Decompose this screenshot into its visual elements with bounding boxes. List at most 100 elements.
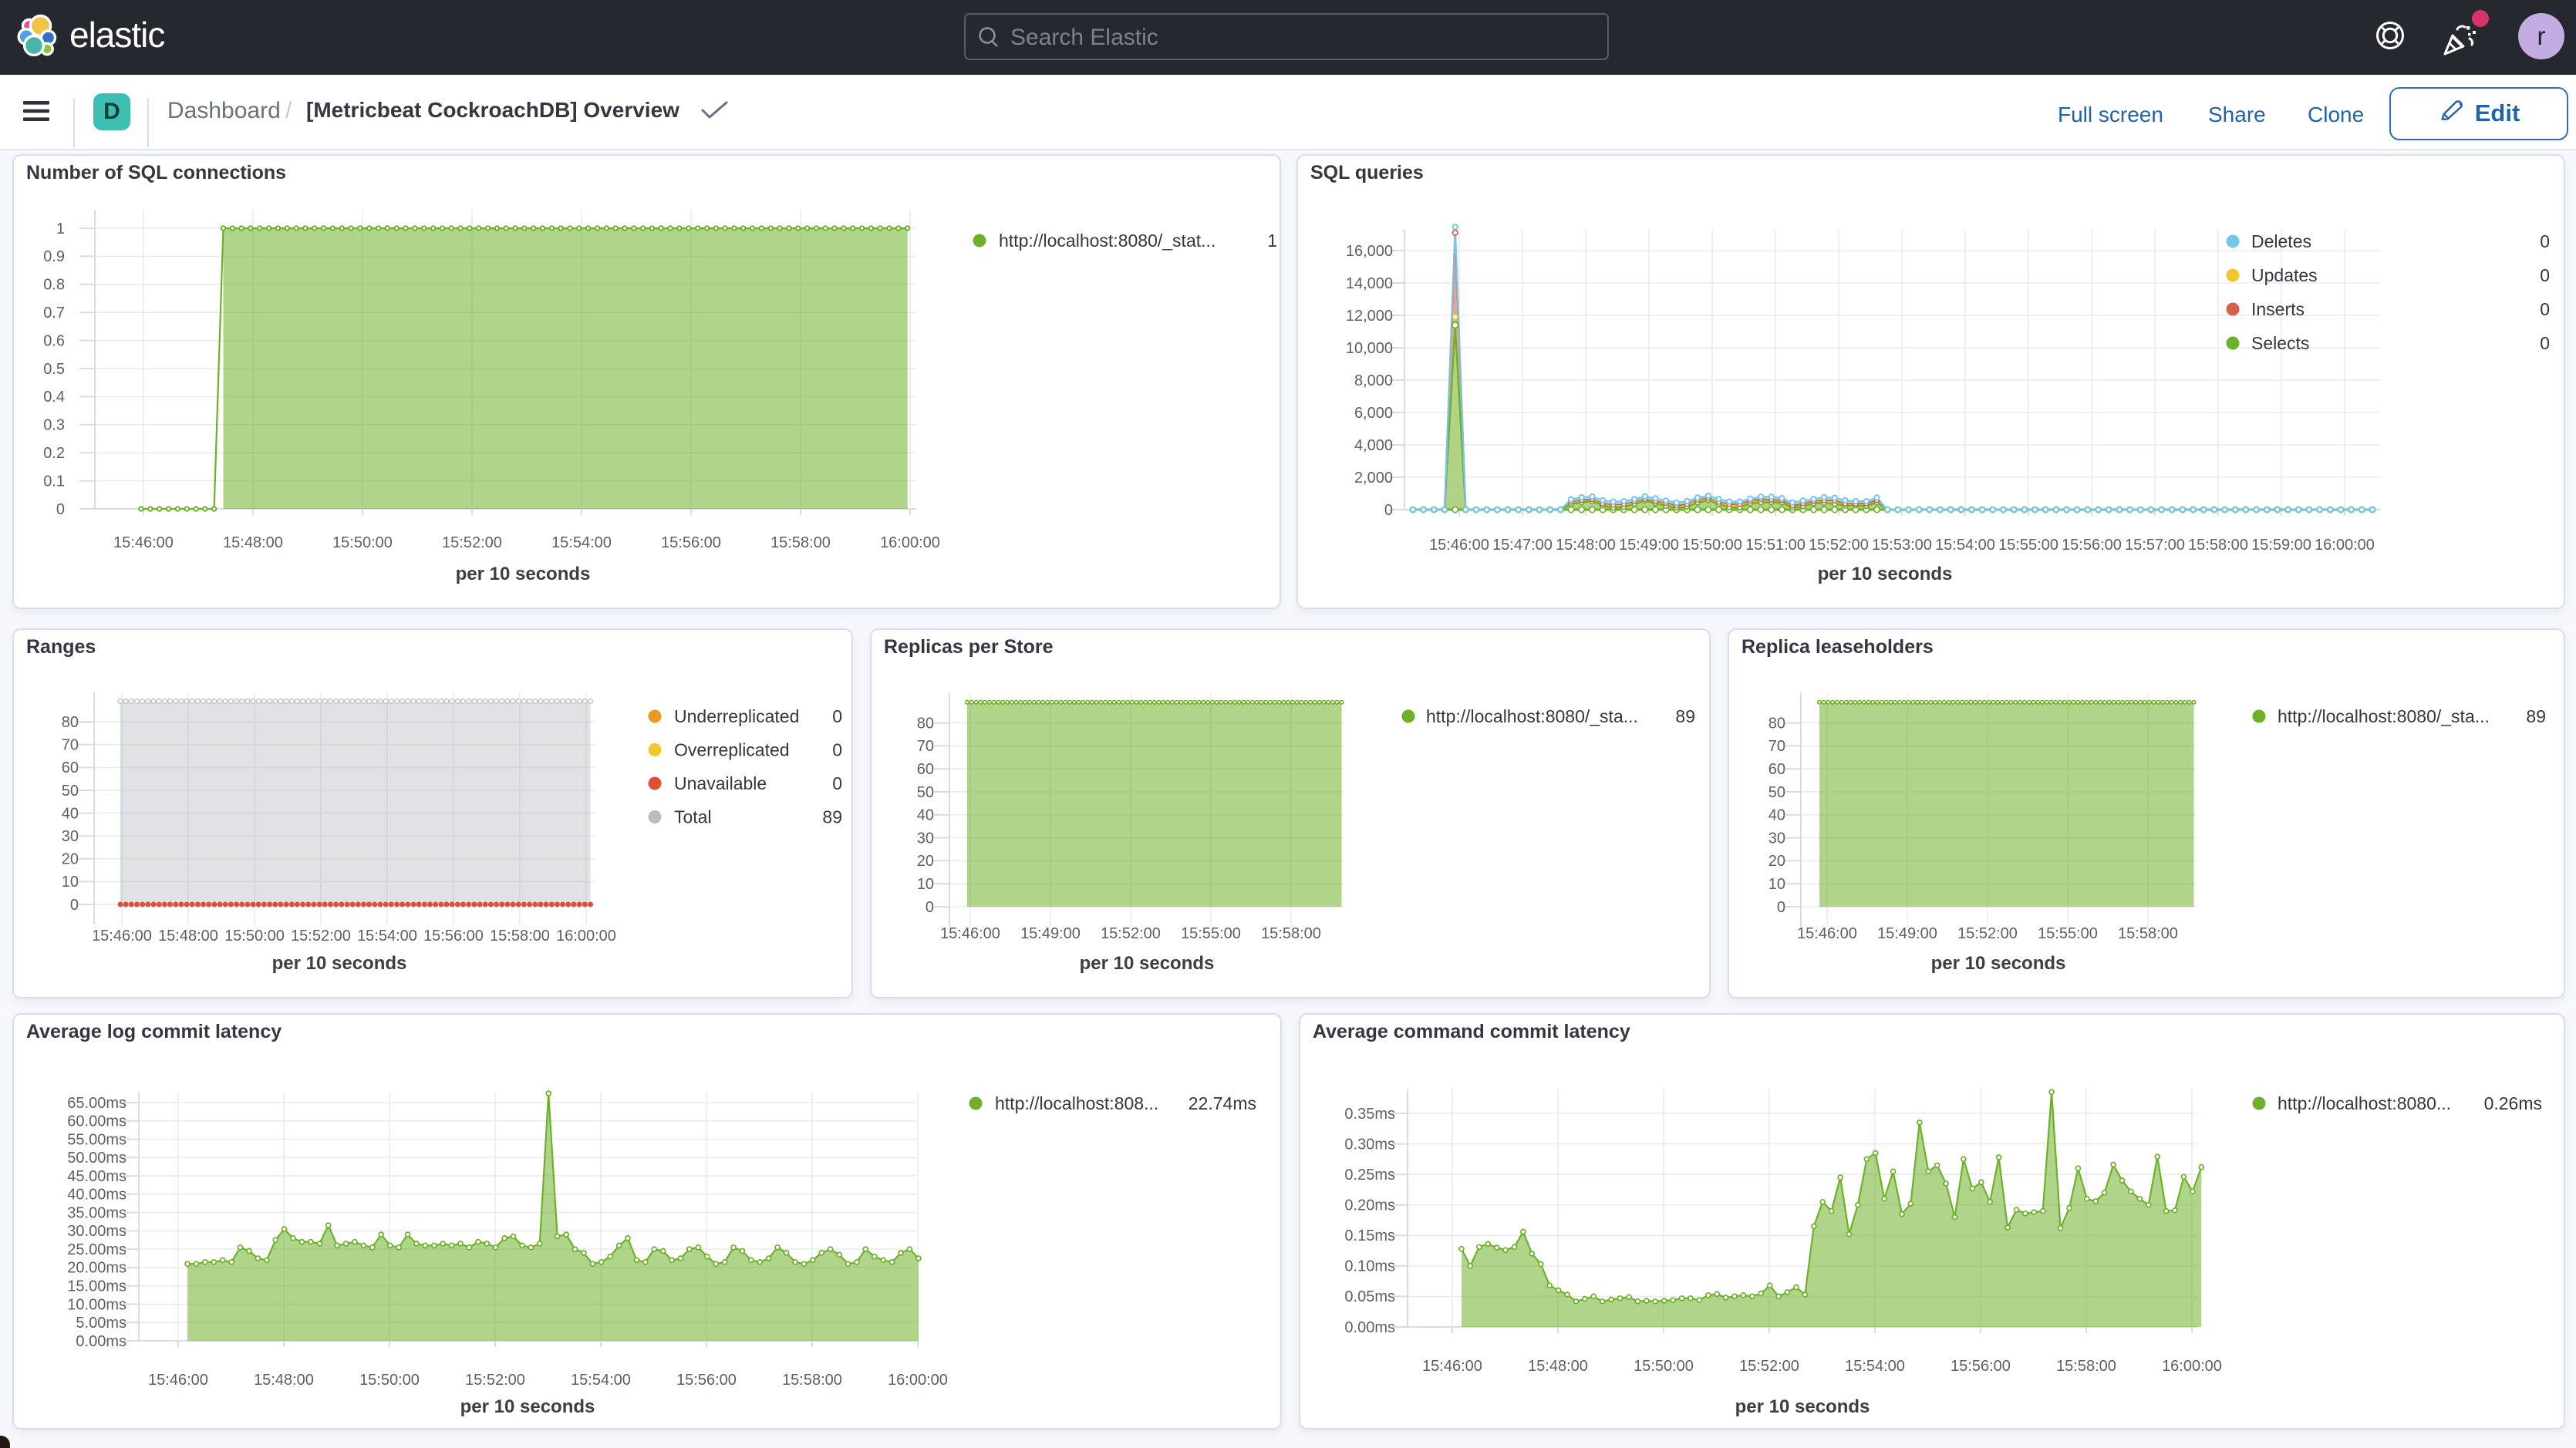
svg-text:15:50:00: 15:50:00 xyxy=(332,534,393,551)
svg-text:15:52:00: 15:52:00 xyxy=(442,534,502,551)
svg-text:0.35ms: 0.35ms xyxy=(1344,1106,1395,1123)
svg-text:15:54:00: 15:54:00 xyxy=(1845,1358,1905,1375)
svg-text:70: 70 xyxy=(1768,738,1785,755)
svg-text:0.00ms: 0.00ms xyxy=(76,1333,126,1350)
svg-text:per 10 seconds: per 10 seconds xyxy=(1818,564,1953,584)
svg-text:6,000: 6,000 xyxy=(1354,405,1393,422)
svg-text:10: 10 xyxy=(917,876,934,893)
svg-text:70: 70 xyxy=(62,737,79,754)
svg-text:15:58:00: 15:58:00 xyxy=(770,534,831,551)
svg-text:20.00ms: 20.00ms xyxy=(67,1260,126,1277)
svg-text:80: 80 xyxy=(917,715,934,732)
svg-text:0.8: 0.8 xyxy=(43,277,65,294)
svg-text:15:56:00: 15:56:00 xyxy=(661,534,721,551)
svg-text:15:58:00: 15:58:00 xyxy=(2118,925,2178,942)
svg-text:15:55:00: 15:55:00 xyxy=(1181,925,1241,942)
svg-text:40: 40 xyxy=(917,807,934,824)
svg-text:Unavailable: Unavailable xyxy=(674,773,767,793)
svg-text:15:49:00: 15:49:00 xyxy=(1619,537,1679,554)
svg-text:15:46:00: 15:46:00 xyxy=(148,1372,208,1389)
svg-text:22.74ms: 22.74ms xyxy=(1189,1093,1256,1113)
svg-text:0: 0 xyxy=(832,773,842,793)
svg-text:15:54:00: 15:54:00 xyxy=(551,534,612,551)
svg-text:0.7: 0.7 xyxy=(43,305,65,322)
svg-text:0.05ms: 0.05ms xyxy=(1344,1288,1395,1305)
svg-text:15:55:00: 15:55:00 xyxy=(2038,925,2098,942)
svg-text:30.00ms: 30.00ms xyxy=(67,1223,126,1240)
svg-text:http://localhost:8080/_stat...: http://localhost:8080/_stat... xyxy=(999,231,1216,251)
svg-text:16:00:00: 16:00:00 xyxy=(556,928,616,945)
svg-text:50.00ms: 50.00ms xyxy=(67,1150,126,1167)
svg-text:50: 50 xyxy=(1768,784,1785,801)
svg-text:15:54:00: 15:54:00 xyxy=(571,1372,631,1389)
svg-text:Total: Total xyxy=(674,807,712,827)
svg-text:15:46:00: 15:46:00 xyxy=(113,534,174,551)
svg-text:89: 89 xyxy=(1675,706,1695,726)
svg-text:8,000: 8,000 xyxy=(1354,372,1393,389)
svg-text:15:48:00: 15:48:00 xyxy=(158,928,218,945)
svg-text:10,000: 10,000 xyxy=(1346,340,1393,357)
svg-text:15:50:00: 15:50:00 xyxy=(1634,1358,1694,1375)
svg-text:0.10ms: 0.10ms xyxy=(1344,1258,1395,1275)
svg-text:60: 60 xyxy=(1768,761,1785,778)
svg-text:20: 20 xyxy=(917,853,934,870)
svg-text:30: 30 xyxy=(1768,830,1785,847)
svg-text:15:49:00: 15:49:00 xyxy=(1020,925,1081,942)
svg-text:12,000: 12,000 xyxy=(1346,308,1393,325)
svg-text:15:50:00: 15:50:00 xyxy=(359,1372,420,1389)
svg-text:Selects: Selects xyxy=(2251,333,2309,353)
svg-text:15:57:00: 15:57:00 xyxy=(2125,537,2185,554)
svg-text:http://localhost:8080/_sta...: http://localhost:8080/_sta... xyxy=(2278,706,2490,726)
svg-text:0.4: 0.4 xyxy=(43,389,65,406)
svg-text:15:48:00: 15:48:00 xyxy=(254,1372,314,1389)
svg-text:15:48:00: 15:48:00 xyxy=(1556,537,1616,554)
svg-text:70: 70 xyxy=(917,738,934,755)
svg-text:20: 20 xyxy=(1768,853,1785,870)
svg-text:per 10 seconds: per 10 seconds xyxy=(456,564,591,584)
svg-text:15:56:00: 15:56:00 xyxy=(2062,537,2122,554)
svg-text:45.00ms: 45.00ms xyxy=(67,1168,126,1185)
svg-text:0: 0 xyxy=(56,501,65,518)
svg-text:0: 0 xyxy=(2540,333,2550,353)
svg-text:per 10 seconds: per 10 seconds xyxy=(272,953,407,974)
svg-text:1: 1 xyxy=(1267,231,1277,251)
svg-text:15.00ms: 15.00ms xyxy=(67,1278,126,1295)
svg-text:30: 30 xyxy=(917,830,934,847)
svg-text:0.15ms: 0.15ms xyxy=(1344,1227,1395,1244)
svg-text:0.6: 0.6 xyxy=(43,332,65,349)
svg-text:16:00:00: 16:00:00 xyxy=(2315,537,2375,554)
svg-text:0: 0 xyxy=(2540,265,2550,285)
svg-text:0: 0 xyxy=(1384,502,1393,519)
svg-text:15:58:00: 15:58:00 xyxy=(1261,925,1321,942)
svg-text:89: 89 xyxy=(2526,706,2546,726)
svg-text:0.30ms: 0.30ms xyxy=(1344,1136,1395,1153)
svg-text:55.00ms: 55.00ms xyxy=(67,1131,126,1148)
svg-text:16:00:00: 16:00:00 xyxy=(2162,1358,2222,1375)
svg-text:14,000: 14,000 xyxy=(1346,275,1393,292)
svg-text:per 10 seconds: per 10 seconds xyxy=(460,1396,595,1417)
svg-text:15:54:00: 15:54:00 xyxy=(1935,537,1995,554)
svg-text:per 10 seconds: per 10 seconds xyxy=(1735,1396,1870,1417)
svg-text:60: 60 xyxy=(917,761,934,778)
svg-text:16:00:00: 16:00:00 xyxy=(880,534,940,551)
svg-text:0.5: 0.5 xyxy=(43,361,65,378)
svg-text:15:52:00: 15:52:00 xyxy=(291,928,351,945)
svg-text:0.2: 0.2 xyxy=(43,445,65,462)
svg-text:15:58:00: 15:58:00 xyxy=(2056,1358,2116,1375)
svg-text:15:53:00: 15:53:00 xyxy=(1872,537,1932,554)
svg-text:per 10 seconds: per 10 seconds xyxy=(1931,953,2066,974)
svg-text:25.00ms: 25.00ms xyxy=(67,1241,126,1258)
svg-text:0.26ms: 0.26ms xyxy=(2484,1093,2542,1113)
svg-text:0.25ms: 0.25ms xyxy=(1344,1167,1395,1184)
svg-text:per 10 seconds: per 10 seconds xyxy=(1080,953,1215,974)
svg-text:40.00ms: 40.00ms xyxy=(67,1187,126,1204)
svg-text:10: 10 xyxy=(1768,876,1785,893)
svg-text:0.3: 0.3 xyxy=(43,417,65,434)
svg-text:0.9: 0.9 xyxy=(43,248,65,265)
svg-text:15:56:00: 15:56:00 xyxy=(1951,1358,2011,1375)
svg-text:15:50:00: 15:50:00 xyxy=(1682,537,1742,554)
svg-text:15:56:00: 15:56:00 xyxy=(676,1372,737,1389)
svg-text:80: 80 xyxy=(1768,715,1785,732)
svg-text:0.1: 0.1 xyxy=(43,473,65,490)
svg-text:15:55:00: 15:55:00 xyxy=(1998,537,2058,554)
